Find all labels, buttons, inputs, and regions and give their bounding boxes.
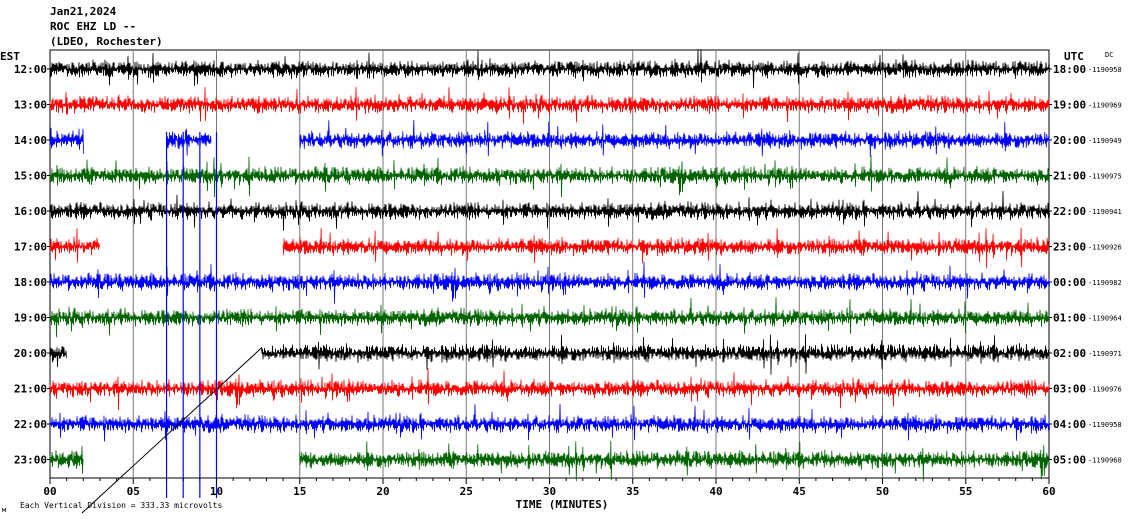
- x-tick-label-60: 60: [1042, 485, 1055, 498]
- right-timezone-label: UTC: [1064, 50, 1084, 63]
- row-dc-offset: -1190941: [1088, 208, 1122, 216]
- row-left-time: 18:00: [14, 276, 47, 289]
- row-right-time: 03:00: [1053, 383, 1086, 396]
- trace-row-17:00-seg-0: [49, 228, 100, 263]
- row-right-time: 21:00: [1053, 170, 1086, 183]
- row-right-time: 01:00: [1053, 312, 1086, 325]
- row-dc-offset: -1190975: [1088, 173, 1122, 181]
- corner-glyph: м: [2, 506, 7, 514]
- x-tick-label-45: 45: [793, 485, 806, 498]
- trace-row-17:00-seg-1: [282, 227, 1049, 269]
- x-tick-label-30: 30: [543, 485, 556, 498]
- x-tick-label-00: 00: [43, 485, 56, 498]
- row-dc-offset: -1190958: [1088, 421, 1122, 429]
- seismogram-traces: [49, 49, 1050, 514]
- row-dc-offset: -1190969: [1088, 102, 1122, 110]
- x-tick-label-25: 25: [460, 485, 473, 498]
- x-tick-label-40: 40: [709, 485, 722, 498]
- trace-row-14:00-seg-0: [49, 127, 84, 154]
- scale-note: Each Vertical Division = 333.33 microvol…: [20, 501, 222, 510]
- x-axis-title: TIME (MINUTES): [516, 498, 609, 511]
- trace-row-14:00-seg-2: [299, 119, 1050, 157]
- row-right-time: 19:00: [1053, 99, 1086, 112]
- trace-row-23:00-seg-1: [299, 440, 1050, 482]
- row-right-time: 22:00: [1053, 205, 1086, 218]
- row-dc-offset: -1190960: [1088, 457, 1122, 465]
- row-right-time: 00:00: [1053, 276, 1086, 289]
- x-tick-label-15: 15: [293, 485, 306, 498]
- x-tick-label-35: 35: [626, 485, 639, 498]
- row-right-time: 23:00: [1053, 241, 1086, 254]
- row-left-time: 17:00: [14, 241, 47, 254]
- header-date: Jan21,2024: [50, 5, 117, 18]
- row-left-time: 14:00: [14, 134, 47, 147]
- row-right-time: 20:00: [1053, 134, 1086, 147]
- row-left-time: 21:00: [14, 383, 47, 396]
- dc-label: DC: [1105, 51, 1113, 59]
- row-left-time: 20:00: [14, 347, 47, 360]
- left-timezone-label: EST: [0, 50, 20, 63]
- row-right-time: 05:00: [1053, 454, 1086, 467]
- row-dc-offset: -1190949: [1088, 137, 1122, 145]
- row-left-time: 16:00: [14, 205, 47, 218]
- trace-row-20:00-seg-0: [49, 346, 67, 368]
- row-right-time: 02:00: [1053, 347, 1086, 360]
- row-dc-offset: -1190971: [1088, 350, 1122, 358]
- row-left-time: 13:00: [14, 99, 47, 112]
- trace-row-20:00-seg-1: [261, 334, 1050, 375]
- row-dc-offset: -1190926: [1088, 244, 1122, 252]
- row-left-time: 22:00: [14, 418, 47, 431]
- trace-row-14:00-seg-1: [166, 128, 212, 156]
- row-dc-offset: -1190976: [1088, 386, 1122, 394]
- x-tick-label-50: 50: [876, 485, 889, 498]
- header-network: (LDEO, Rochester): [50, 35, 163, 48]
- row-left-time: 23:00: [14, 454, 47, 467]
- trace-row-12:00-seg-0: [49, 49, 1050, 89]
- x-tick-label-10: 10: [210, 485, 223, 498]
- row-dc-offset: -1190958: [1088, 66, 1122, 74]
- trace-row-23:00-seg-0: [49, 445, 84, 474]
- row-right-time: 18:00: [1053, 63, 1086, 76]
- diagonal-line: [81, 347, 262, 514]
- row-dc-offset: -1190964: [1088, 315, 1122, 323]
- x-tick-label-55: 55: [959, 485, 972, 498]
- row-dc-offset: -1190982: [1088, 279, 1122, 287]
- row-left-time: 12:00: [14, 63, 47, 76]
- trace-row-13:00-seg-0: [49, 86, 1050, 125]
- row-left-time: 15:00: [14, 170, 47, 183]
- row-right-time: 04:00: [1053, 418, 1086, 431]
- x-tick-label-20: 20: [376, 485, 389, 498]
- x-axis: 00 05 10 15 20 25 30 35 40 45 50 55 60: [43, 478, 1056, 498]
- row-left-time: 19:00: [14, 312, 47, 325]
- x-tick-label-05: 05: [127, 485, 140, 498]
- header-station: ROC EHZ LD --: [50, 20, 137, 33]
